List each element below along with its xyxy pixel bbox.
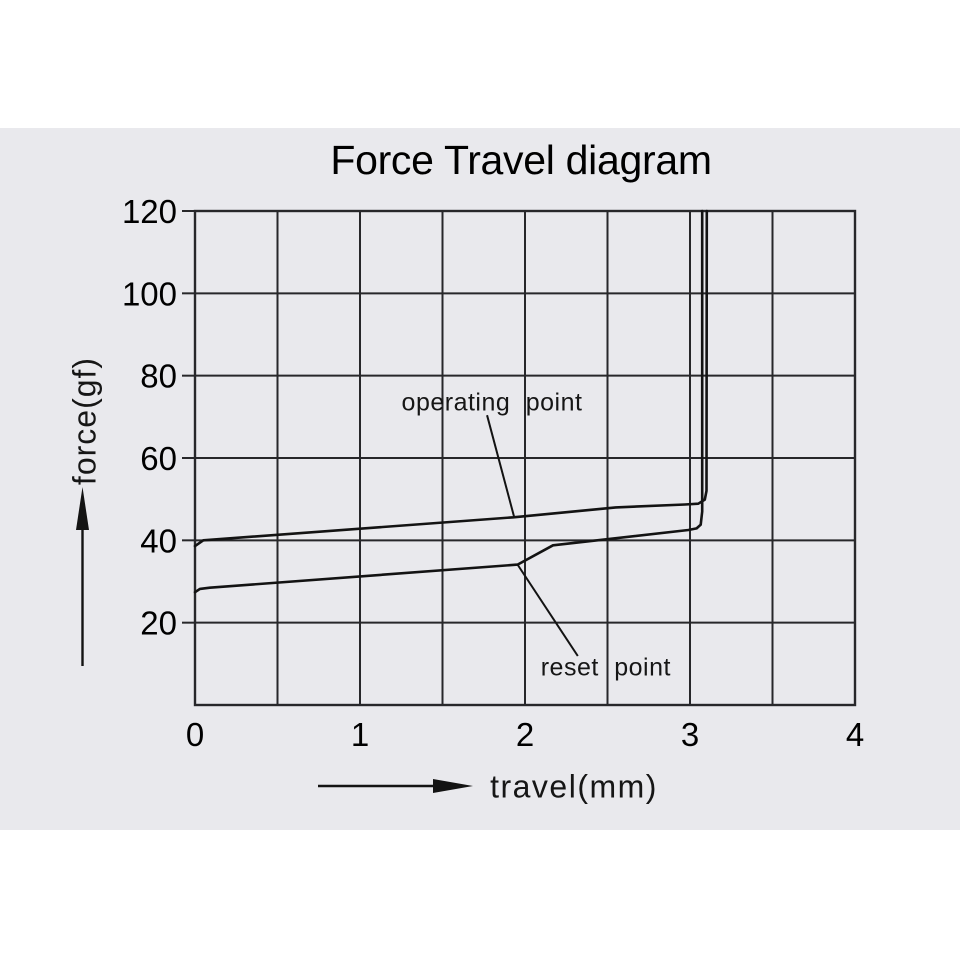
y-tick-label: 40 bbox=[140, 522, 177, 559]
operating-point-label: operating point bbox=[401, 388, 583, 417]
x-tick-label: 4 bbox=[846, 716, 864, 753]
y-tick-label: 20 bbox=[140, 605, 177, 642]
x-tick-label: 3 bbox=[681, 716, 699, 753]
chart-title: Force Travel diagram bbox=[330, 137, 712, 183]
x-tick-label: 0 bbox=[186, 716, 204, 753]
annotation-leader-line bbox=[486, 414, 516, 518]
release-curve bbox=[193, 209, 704, 594]
y-axis-arrow-head bbox=[76, 487, 89, 530]
diagram-panel-background bbox=[0, 128, 960, 830]
press-curve bbox=[193, 209, 709, 548]
reset-point-label: reset point bbox=[540, 653, 671, 682]
y-tick-label: 60 bbox=[140, 440, 177, 477]
x-tick-label: 2 bbox=[516, 716, 534, 753]
y-axis-title-text: force(gf) bbox=[66, 356, 103, 486]
x-axis-arrow-head bbox=[433, 779, 473, 793]
annotation-leader-line bbox=[516, 564, 579, 657]
x-tick-label: 1 bbox=[351, 716, 369, 753]
y-tick-label: 80 bbox=[140, 358, 177, 395]
y-tick-label: 120 bbox=[122, 193, 177, 230]
y-axis-title: force(gf) bbox=[67, 357, 104, 485]
y-tick-label: 100 bbox=[122, 275, 177, 312]
x-axis-title: travel(mm) bbox=[490, 768, 658, 805]
